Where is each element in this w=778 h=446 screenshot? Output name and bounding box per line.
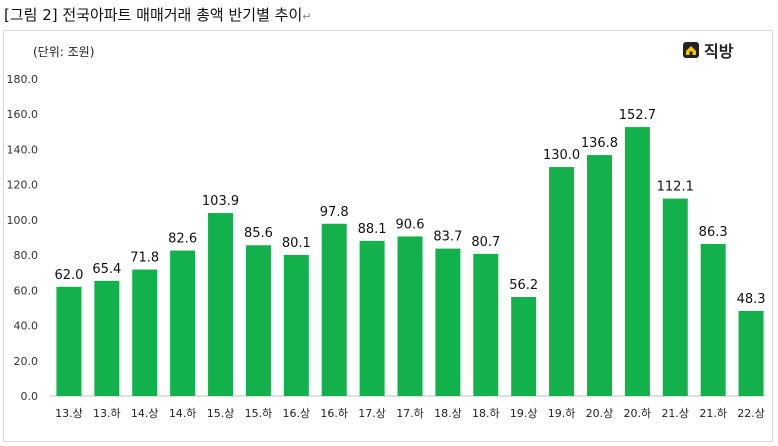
x-tick-label: 22.상	[737, 407, 765, 420]
bar-15.상	[208, 213, 234, 396]
bar-16.하	[321, 223, 347, 396]
data-label: 82.6	[168, 232, 197, 247]
y-tick-label: 160.0	[7, 108, 39, 121]
data-label: 90.6	[396, 217, 425, 232]
bar-13.상	[56, 286, 82, 396]
x-tick-label: 20.하	[624, 406, 652, 420]
x-tick-label: 16.하	[320, 406, 348, 420]
x-tick-label: 15.상	[207, 407, 235, 420]
data-label: 83.7	[433, 230, 462, 245]
data-label: 152.7	[619, 108, 656, 123]
x-tick-label: 21.하	[699, 406, 727, 420]
x-tick-label: 18.상	[434, 407, 462, 420]
x-tick-label: 17.하	[396, 406, 424, 420]
bar-15.하	[245, 245, 271, 396]
x-tick-label: 18.하	[472, 406, 500, 420]
data-label: 136.8	[581, 136, 618, 151]
brand-logo: 직방	[682, 38, 733, 62]
data-label: 65.4	[92, 262, 121, 277]
y-tick-label: 140.0	[7, 143, 39, 156]
data-label: 80.1	[282, 236, 311, 251]
x-tick-label: 16.상	[283, 407, 311, 420]
return-mark-icon: ↵	[302, 10, 312, 23]
data-label: 130.0	[543, 148, 580, 163]
x-tick-label: 14.하	[169, 406, 197, 420]
bar-20.상	[586, 155, 612, 396]
bar-14.하	[170, 250, 196, 396]
chart-frame	[3, 30, 773, 442]
bar-20.하	[624, 127, 650, 396]
x-tick-label: 13.하	[93, 406, 121, 420]
x-tick-label: 19.하	[548, 406, 576, 420]
caption-text: [그림 2] 전국아파트 매매거래 총액 반기별 추이	[4, 6, 303, 24]
data-label: 103.9	[202, 194, 239, 209]
x-tick-label: 20.상	[586, 407, 614, 420]
bar-21.하	[700, 244, 726, 396]
x-tick-label: 19.상	[510, 407, 538, 420]
data-label: 56.2	[509, 278, 538, 293]
data-label: 62.0	[54, 268, 83, 283]
y-tick-label: 100.0	[7, 214, 39, 227]
figure-caption: [그림 2] 전국아파트 매매거래 총액 반기별 추이↵	[4, 4, 311, 25]
bar-14.상	[132, 269, 158, 396]
x-tick-label: 14.상	[131, 407, 159, 420]
bar-13.하	[94, 280, 120, 396]
x-tick-label: 15.하	[245, 406, 273, 420]
bar-19.하	[549, 167, 575, 396]
data-label: 80.7	[471, 235, 500, 250]
y-tick-label: 120.0	[7, 179, 39, 192]
y-tick-label: 20.0	[14, 355, 39, 368]
bar-16.상	[283, 254, 309, 396]
logo-text: 직방	[704, 42, 734, 61]
bar-19.상	[511, 297, 537, 396]
x-tick-label: 13.상	[55, 407, 83, 420]
y-tick-label: 40.0	[14, 320, 39, 333]
bar-18.상	[435, 248, 461, 396]
bar-17.상	[359, 240, 385, 396]
data-label: 88.1	[358, 222, 387, 237]
bar-18.하	[473, 253, 499, 396]
unit-label: (단위: 조원)	[33, 45, 95, 59]
x-tick-label: 21.상	[661, 407, 689, 420]
y-tick-label: 0.0	[21, 390, 39, 403]
bar-22.상	[738, 310, 764, 396]
data-label: 48.3	[737, 292, 766, 307]
x-tick-label: 17.상	[358, 407, 386, 420]
y-tick-label: 80.0	[14, 249, 39, 262]
y-tick-label: 60.0	[14, 284, 39, 297]
data-label: 97.8	[320, 205, 349, 220]
y-tick-label: 180.0	[7, 73, 39, 86]
bar-21.상	[662, 198, 688, 396]
house-logo-icon	[683, 42, 699, 58]
data-label: 86.3	[699, 225, 728, 240]
data-label: 112.1	[657, 180, 694, 195]
data-label: 85.6	[244, 226, 273, 241]
data-label: 71.8	[130, 251, 159, 266]
bar-17.하	[397, 236, 423, 396]
